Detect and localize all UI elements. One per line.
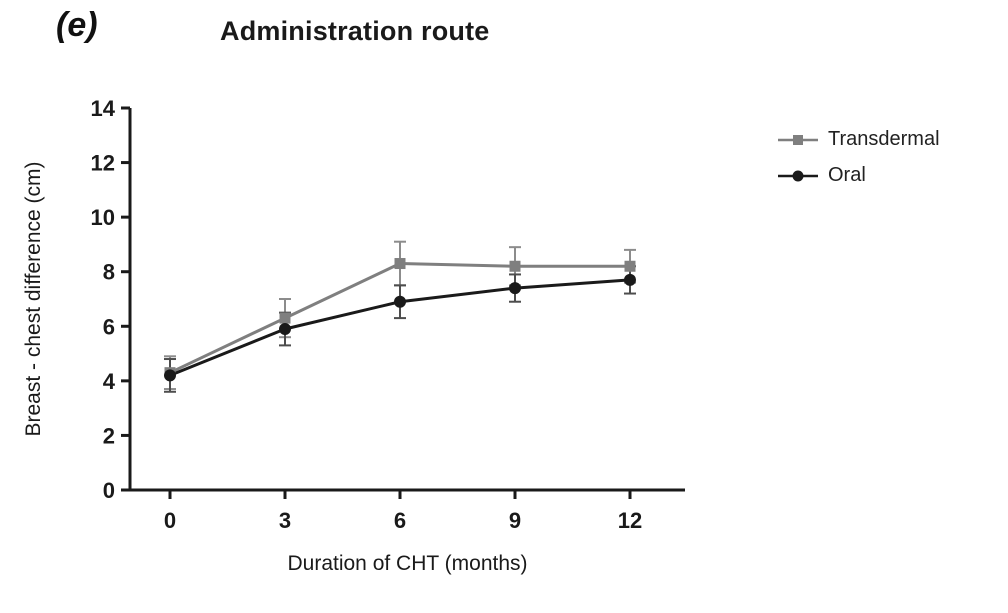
data-point-square xyxy=(394,258,406,270)
y-tick-label: 12 xyxy=(91,151,115,176)
data-point-circle xyxy=(164,369,176,382)
y-tick-label: 8 xyxy=(103,260,115,285)
y-tick-label: 14 xyxy=(91,96,116,121)
data-point-square xyxy=(624,260,636,272)
data-point-circle xyxy=(509,282,521,295)
x-tick-label: 6 xyxy=(394,508,406,533)
y-tick-label: 4 xyxy=(103,369,116,394)
legend-item-transdermal: Transdermal xyxy=(778,128,940,151)
x-tick-label: 3 xyxy=(279,508,291,533)
x-tick-label: 0 xyxy=(164,508,176,533)
data-point-circle xyxy=(624,273,636,286)
legend-item-oral: Oral xyxy=(778,164,940,187)
data-point-square xyxy=(509,260,521,272)
square-marker-icon xyxy=(778,134,818,145)
chart-title: Administration route xyxy=(220,16,490,46)
y-tick-label: 2 xyxy=(103,423,115,448)
data-point-square xyxy=(279,312,291,324)
legend-label: Oral xyxy=(828,164,866,186)
y-axis-label: Breast - chest difference (cm) xyxy=(22,161,45,437)
x-tick-label: 12 xyxy=(618,508,642,533)
legend-label: Transdermal xyxy=(828,128,940,150)
data-point-circle xyxy=(279,323,291,336)
data-point-circle xyxy=(394,295,406,308)
x-tick-label: 9 xyxy=(509,508,521,533)
y-tick-label: 6 xyxy=(103,314,115,339)
y-tick-label: 10 xyxy=(91,205,115,230)
panel-label: (e) xyxy=(56,6,98,44)
circle-marker-icon xyxy=(778,170,818,181)
chart-legend: Transdermal Oral xyxy=(778,128,940,187)
y-tick-label: 0 xyxy=(103,478,115,503)
x-axis-label: Duration of CHT (months) xyxy=(287,552,528,575)
